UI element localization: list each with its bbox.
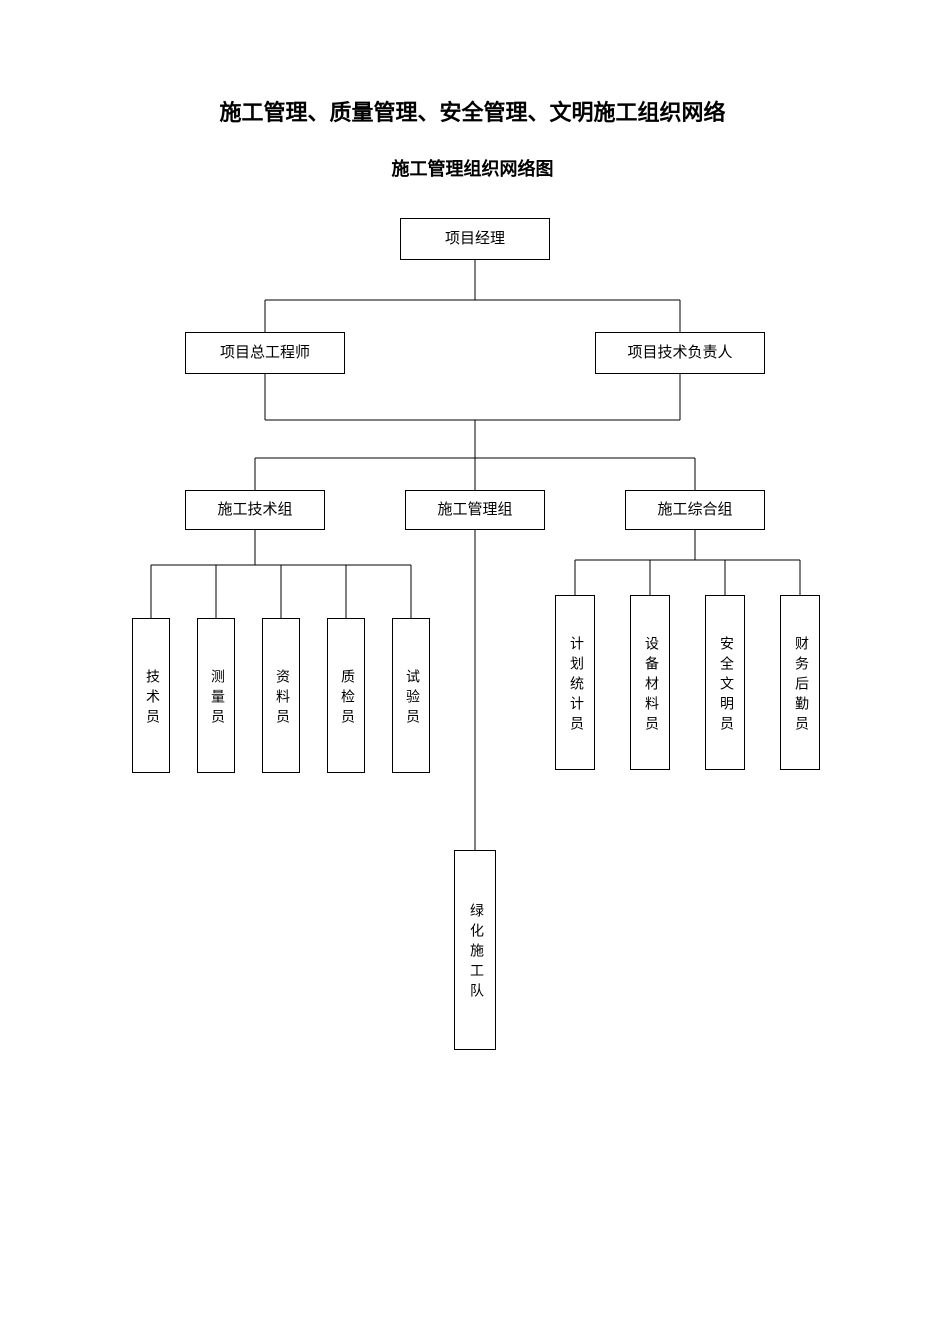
org-node-l3c: 施工综合组 [625,490,765,530]
org-node-c2: 设备材料员 [630,595,670,770]
org-node-l3a: 施工技术组 [185,490,325,530]
org-node-l2b: 项目技术负责人 [595,332,765,374]
org-node-a4: 质检员 [327,618,365,773]
org-node-l3b: 施工管理组 [405,490,545,530]
org-node-root: 项目经理 [400,218,550,260]
page: 施工管理、质量管理、安全管理、文明施工组织网络 施工管理组织网络图 项目经理项目… [0,0,945,1337]
org-node-a3: 资料员 [262,618,300,773]
org-node-bteam: 绿化施工队 [454,850,496,1050]
org-node-a1: 技术员 [132,618,170,773]
org-node-c1: 计划统计员 [555,595,595,770]
org-node-c3: 安全文明员 [705,595,745,770]
org-node-c4: 财务后勤员 [780,595,820,770]
org-node-l2a: 项目总工程师 [185,332,345,374]
org-node-a2: 测量员 [197,618,235,773]
org-node-a5: 试验员 [392,618,430,773]
